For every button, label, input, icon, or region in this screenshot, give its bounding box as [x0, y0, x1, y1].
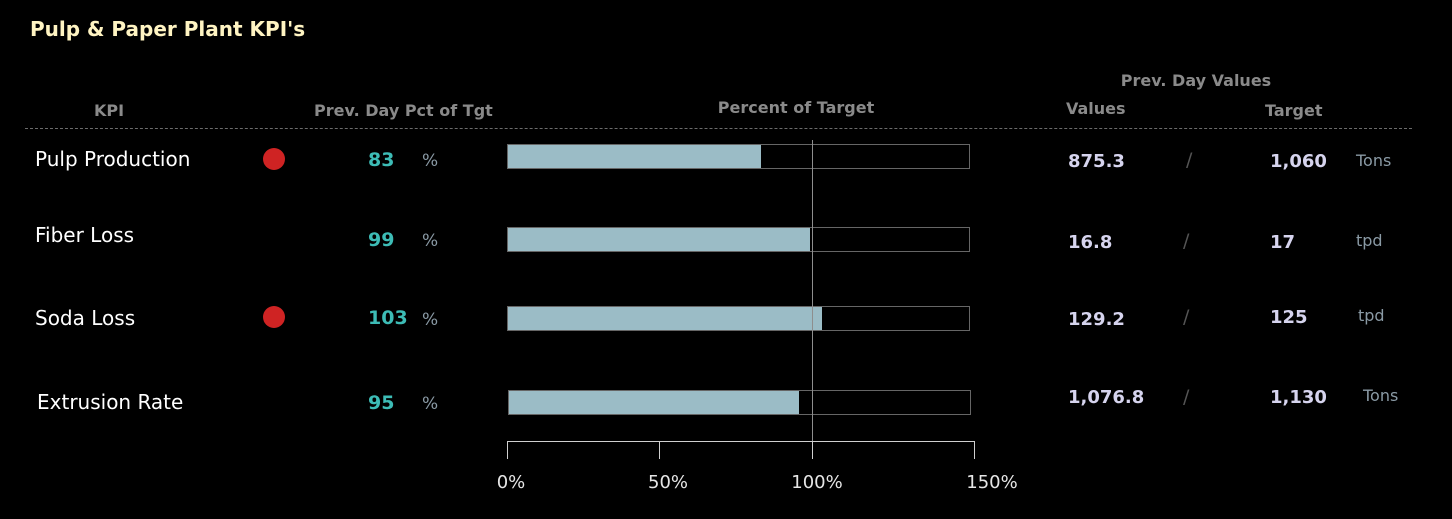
x-axis-tick: [507, 441, 508, 459]
kpi-row-extrusion-rate: Extrusion Rate 95 % 1,076.8 / 1,130 Tons: [0, 382, 1452, 442]
prev-day-value: 129.2: [1068, 309, 1125, 330]
header-divider: [25, 128, 1412, 129]
alert-indicator: [263, 306, 285, 328]
x-tick-label: 100%: [791, 472, 843, 493]
x-axis-tick: [659, 441, 660, 459]
percent-bar-track: [508, 390, 971, 415]
value-separator: /: [1183, 306, 1190, 328]
unit-label: Tons: [1356, 151, 1392, 170]
target-100-line: [812, 140, 813, 442]
unit-label: tpd: [1358, 306, 1385, 325]
pct-of-target-value: 103: [368, 307, 408, 329]
x-axis-tick: [812, 441, 813, 459]
header-percent-of-target: Percent of Target: [717, 98, 875, 117]
x-axis-tick: [974, 441, 975, 459]
percent-bar-track: [507, 306, 970, 331]
pct-unit: %: [422, 231, 439, 251]
percent-bar: [508, 228, 810, 251]
percent-bar: [509, 391, 799, 414]
header-prev-pct: Prev. Day Pct of Tgt: [314, 101, 493, 120]
x-tick-label: 150%: [966, 472, 1018, 493]
target-value: 1,130: [1270, 387, 1327, 408]
page-title: Pulp & Paper Plant KPI's: [30, 17, 306, 41]
pct-unit: %: [422, 310, 439, 330]
pct-of-target-value: 95: [368, 392, 395, 414]
prev-day-value: 875.3: [1068, 151, 1125, 172]
value-separator: /: [1186, 149, 1193, 171]
kpi-row-pulp-production: Pulp Production 83 % 875.3 / 1,060 Tons: [0, 140, 1452, 200]
kpi-row-soda-loss: Soda Loss 103 % 129.2 / 125 tpd: [0, 298, 1452, 358]
percent-bar: [508, 145, 762, 168]
x-tick-label: 0%: [496, 472, 526, 493]
kpi-name: Soda Loss: [35, 306, 136, 330]
percent-bar: [508, 307, 823, 330]
target-value: 125: [1270, 307, 1308, 328]
unit-label: Tons: [1363, 386, 1399, 405]
target-value: 17: [1270, 232, 1296, 253]
pct-of-target-value: 99: [368, 229, 395, 251]
prev-day-value: 1,076.8: [1068, 387, 1145, 408]
header-values: Values: [1066, 99, 1126, 118]
x-axis-line: [507, 441, 975, 442]
pct-of-target-value: 83: [368, 149, 395, 171]
value-separator: /: [1183, 386, 1190, 408]
kpi-name: Pulp Production: [35, 147, 191, 171]
x-tick-label: 50%: [647, 472, 689, 493]
kpi-name: Fiber Loss: [35, 223, 135, 247]
percent-bar-track: [507, 227, 970, 252]
x-axis: [507, 441, 975, 461]
pct-unit: %: [422, 394, 439, 414]
percent-bar-track: [507, 144, 970, 169]
alert-indicator: [263, 148, 285, 170]
value-separator: /: [1183, 230, 1190, 252]
header-prev-day-values: Prev. Day Values: [1120, 71, 1272, 90]
header-target: Target: [1265, 101, 1323, 120]
pct-unit: %: [422, 151, 439, 171]
target-value: 1,060: [1270, 151, 1327, 172]
header-kpi: KPI: [94, 101, 125, 120]
kpi-name: Extrusion Rate: [37, 390, 184, 414]
prev-day-value: 16.8: [1068, 232, 1113, 253]
unit-label: tpd: [1356, 231, 1383, 250]
kpi-row-fiber-loss: Fiber Loss 99 % 16.8 / 17 tpd: [0, 216, 1452, 276]
